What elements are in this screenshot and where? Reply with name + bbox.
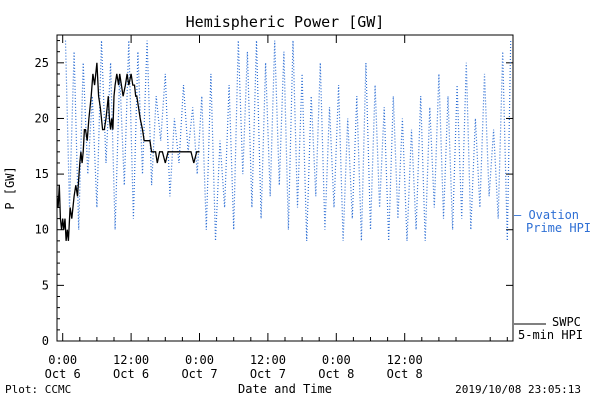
y-tick-label: 25 — [35, 56, 49, 70]
series-line-ovation — [64, 40, 512, 241]
plot-credit: Plot: CCMC — [5, 383, 71, 396]
x-tick-time-label: 0:00 — [322, 353, 351, 367]
x-tick-time-label: 12:00 — [250, 353, 286, 367]
legend: — Ovation Prime HPI SWPC 5-min HPI — [514, 208, 591, 342]
legend-swpc-line2: 5-min HPI — [518, 328, 583, 342]
legend-ovation-line2: Prime HPI — [526, 221, 591, 235]
y-ticks: 0 5 10 15 20 25 — [35, 40, 513, 348]
x-tick-date-label: Oct 6 — [113, 367, 149, 381]
x-tick-date-label: Oct 7 — [250, 367, 286, 381]
y-axis-label: P [GW] — [3, 166, 17, 209]
chart-title: Hemispheric Power [GW] — [186, 13, 385, 31]
x-tick-date-label: Oct 8 — [318, 367, 354, 381]
series-line-swpc — [56, 62, 200, 241]
x-tick-date-label: Oct 7 — [181, 367, 217, 381]
x-tick-date-label: Oct 6 — [45, 367, 81, 381]
y-tick-label: 15 — [35, 167, 49, 181]
y-tick-label: 0 — [42, 334, 49, 348]
y-tick-label: 5 — [42, 278, 49, 292]
x-tick-time-label: 12:00 — [387, 353, 423, 367]
x-axis-label: Date and Time — [238, 382, 332, 396]
y-tick-label: 20 — [35, 111, 49, 125]
x-tick-time-label: 0:00 — [48, 353, 77, 367]
x-tick-date-label: Oct 8 — [387, 367, 423, 381]
x-tick-time-label: 12:00 — [113, 353, 149, 367]
legend-ovation-line1: — Ovation — [514, 208, 579, 222]
legend-swpc-line1: SWPC — [552, 315, 581, 329]
plot-timestamp: 2019/10/08 23:05:13 — [455, 383, 581, 396]
series-layer — [56, 40, 512, 241]
y-tick-label: 10 — [35, 223, 49, 237]
x-tick-time-label: 0:00 — [185, 353, 214, 367]
